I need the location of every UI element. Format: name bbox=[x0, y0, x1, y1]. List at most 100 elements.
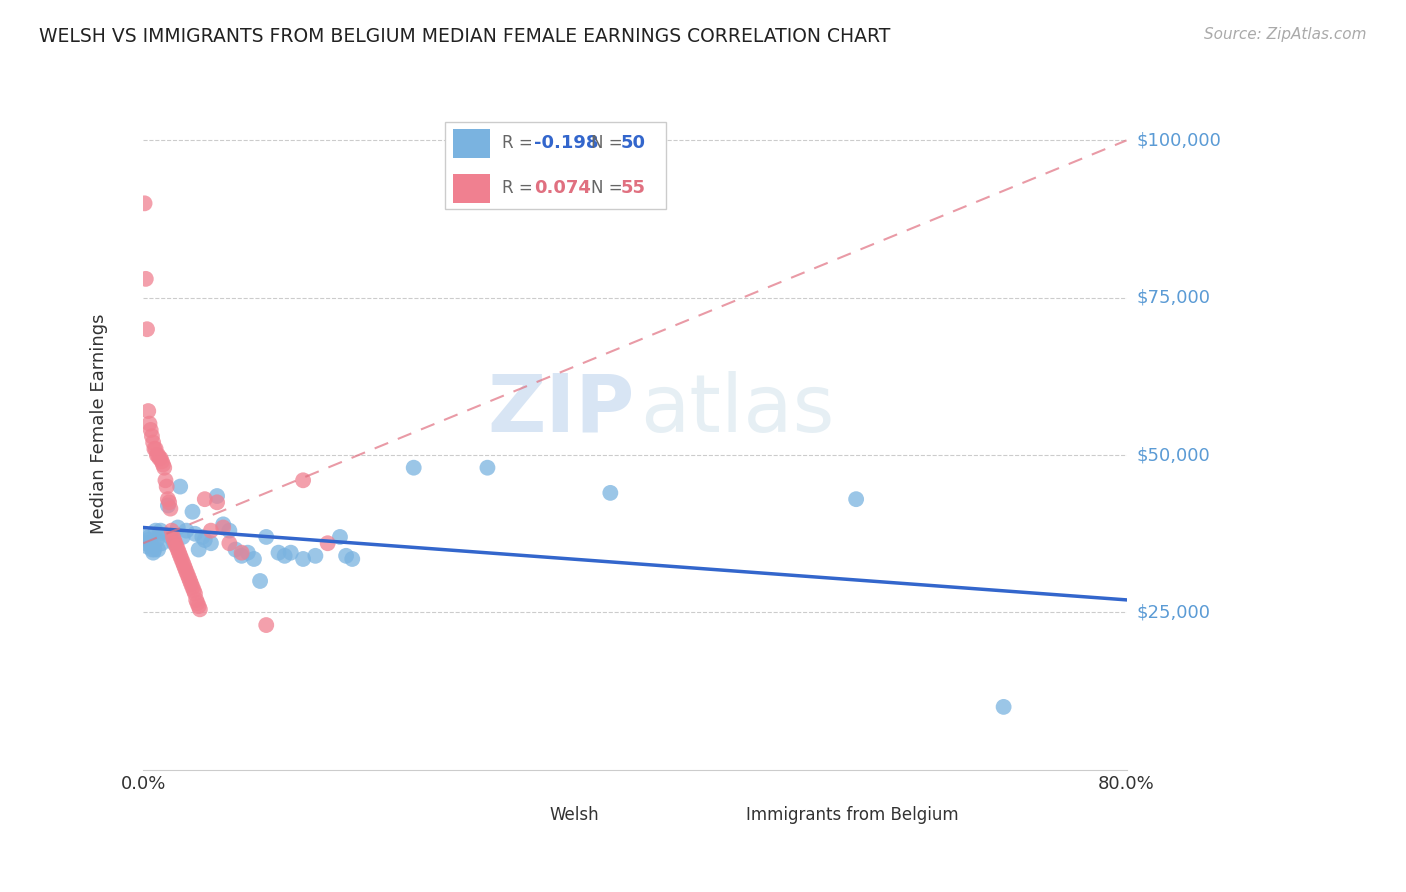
Point bbox=[150, 454, 173, 468]
Text: 50: 50 bbox=[620, 134, 645, 153]
Text: atlas: atlas bbox=[640, 371, 834, 449]
Point bbox=[329, 530, 352, 544]
Point bbox=[142, 435, 165, 450]
Point bbox=[187, 599, 209, 614]
Text: R =: R = bbox=[502, 134, 538, 153]
Point bbox=[188, 602, 211, 616]
Point bbox=[150, 536, 173, 550]
Point bbox=[218, 524, 240, 538]
Point bbox=[170, 552, 193, 566]
Point bbox=[292, 473, 315, 487]
Point bbox=[153, 460, 176, 475]
Point bbox=[402, 460, 425, 475]
Point bbox=[280, 546, 302, 560]
Point bbox=[205, 495, 228, 509]
Text: Welsh: Welsh bbox=[550, 805, 599, 824]
Point bbox=[176, 565, 198, 579]
Point bbox=[159, 501, 181, 516]
FancyBboxPatch shape bbox=[453, 174, 491, 203]
Point bbox=[183, 583, 205, 598]
Text: $50,000: $50,000 bbox=[1136, 446, 1211, 464]
Point bbox=[254, 618, 277, 632]
Point bbox=[477, 460, 499, 475]
Point bbox=[172, 530, 194, 544]
Point bbox=[194, 533, 217, 547]
Point bbox=[205, 489, 228, 503]
Point bbox=[135, 272, 157, 286]
Point bbox=[236, 546, 259, 560]
Text: $75,000: $75,000 bbox=[1136, 289, 1211, 307]
Point bbox=[845, 492, 868, 507]
Point bbox=[136, 540, 159, 554]
Point bbox=[254, 530, 277, 544]
FancyBboxPatch shape bbox=[709, 805, 738, 824]
Point bbox=[134, 196, 156, 211]
Point bbox=[148, 451, 170, 466]
Point bbox=[159, 530, 181, 544]
Point bbox=[184, 526, 207, 541]
Point bbox=[169, 479, 191, 493]
Point bbox=[146, 533, 169, 547]
Point bbox=[166, 540, 188, 554]
Point bbox=[166, 542, 188, 557]
Point bbox=[141, 429, 163, 443]
Text: Median Female Earnings: Median Female Earnings bbox=[90, 313, 108, 534]
Point bbox=[174, 561, 197, 575]
Point bbox=[243, 552, 266, 566]
Point bbox=[167, 546, 190, 560]
Point bbox=[148, 526, 170, 541]
Point bbox=[292, 552, 315, 566]
Point bbox=[187, 542, 209, 557]
Text: R =: R = bbox=[502, 179, 538, 197]
Text: 55: 55 bbox=[620, 179, 645, 197]
Point bbox=[335, 549, 357, 563]
Point bbox=[143, 542, 166, 557]
Point bbox=[142, 546, 165, 560]
Point bbox=[173, 558, 195, 573]
Point bbox=[316, 536, 339, 550]
Point bbox=[194, 492, 217, 507]
Point bbox=[149, 451, 172, 466]
Point bbox=[135, 536, 157, 550]
Point bbox=[179, 574, 201, 588]
Point bbox=[186, 593, 208, 607]
Point bbox=[136, 322, 159, 336]
Point bbox=[155, 473, 177, 487]
Point bbox=[138, 417, 160, 431]
Point bbox=[993, 699, 1015, 714]
Point bbox=[304, 549, 326, 563]
Point bbox=[181, 505, 204, 519]
Text: Source: ZipAtlas.com: Source: ZipAtlas.com bbox=[1204, 27, 1367, 42]
Point bbox=[186, 596, 208, 610]
Point bbox=[145, 524, 167, 538]
Point bbox=[156, 492, 179, 507]
Point bbox=[200, 524, 222, 538]
Point bbox=[200, 536, 222, 550]
Point bbox=[231, 549, 253, 563]
Text: ZIP: ZIP bbox=[488, 371, 636, 449]
Point bbox=[143, 442, 166, 456]
Point bbox=[225, 542, 247, 557]
Point bbox=[162, 530, 184, 544]
Point bbox=[138, 530, 160, 544]
Point bbox=[146, 448, 169, 462]
Text: 0.074: 0.074 bbox=[534, 179, 591, 197]
FancyBboxPatch shape bbox=[446, 122, 666, 209]
Text: -0.198: -0.198 bbox=[534, 134, 598, 153]
Point bbox=[156, 479, 179, 493]
Point bbox=[156, 499, 179, 513]
Point bbox=[231, 546, 253, 560]
Point bbox=[160, 524, 183, 538]
Point bbox=[149, 524, 172, 538]
Point bbox=[180, 577, 202, 591]
Point bbox=[172, 555, 194, 569]
Point bbox=[141, 542, 163, 557]
Point bbox=[166, 520, 188, 534]
Point bbox=[163, 533, 186, 547]
Point bbox=[136, 533, 159, 547]
Point bbox=[145, 442, 167, 456]
Text: $25,000: $25,000 bbox=[1136, 604, 1211, 622]
Point bbox=[146, 542, 169, 557]
Point bbox=[212, 520, 235, 534]
Point bbox=[163, 536, 186, 550]
